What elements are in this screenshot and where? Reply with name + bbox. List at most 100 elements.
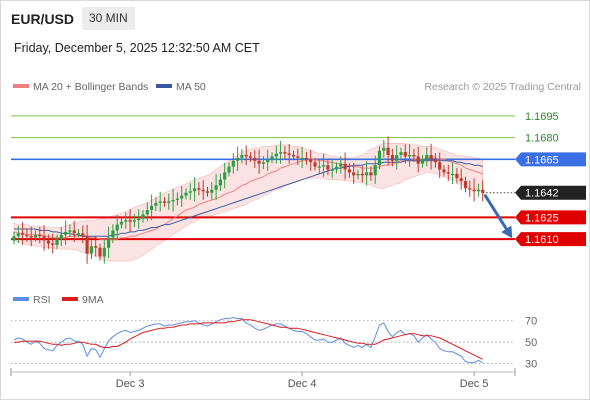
- candle-body: [322, 165, 326, 167]
- candle-body: [85, 236, 89, 254]
- candle: [399, 147, 403, 159]
- candle: [201, 180, 205, 200]
- candle: [253, 150, 257, 168]
- x-tick-label: Dec 4: [288, 378, 317, 390]
- candle-body: [343, 163, 347, 170]
- candle-body: [119, 221, 124, 225]
- candle: [347, 163, 351, 178]
- symbol-title: EUR/USD: [11, 11, 75, 27]
- candle-body: [326, 165, 330, 170]
- candle: [274, 145, 278, 164]
- candle-body: [412, 155, 416, 157]
- level-tag-1-1642: [515, 185, 586, 200]
- candle-body: [205, 191, 210, 193]
- candle-body: [403, 152, 407, 157]
- candle-body: [330, 169, 334, 171]
- candle: [356, 169, 360, 180]
- candle: [455, 167, 459, 184]
- candle: [42, 224, 46, 251]
- ma20-legend-swatch: [13, 84, 29, 88]
- candle: [451, 162, 455, 185]
- candle-body: [382, 147, 386, 151]
- candle-body: [107, 237, 111, 248]
- candle: [266, 149, 270, 171]
- candle-body: [300, 157, 304, 160]
- candle: [326, 159, 330, 175]
- candle-body: [248, 156, 253, 158]
- candle: [94, 236, 98, 257]
- candle-body: [175, 198, 179, 200]
- candle-body: [459, 178, 463, 182]
- candle-body: [317, 166, 321, 168]
- candle: [184, 188, 188, 200]
- candle: [128, 208, 132, 232]
- candle-body: [257, 160, 261, 164]
- candle-body: [223, 172, 227, 180]
- candle-body: [124, 220, 128, 222]
- candle-body: [59, 234, 63, 240]
- rsi-ma-legend-label: 9MA: [82, 294, 104, 306]
- level-tag-1-1610: [515, 232, 586, 247]
- candle-body: [261, 162, 265, 164]
- candle: [51, 233, 55, 254]
- candle-body: [141, 214, 145, 219]
- candle: [408, 143, 412, 167]
- candle: [197, 182, 201, 196]
- candle: [429, 143, 433, 170]
- candle-body: [76, 233, 81, 235]
- candle: [304, 151, 308, 165]
- rsi-panel: 70 50 30: [11, 316, 537, 371]
- research-credit: Research © 2025 Trading Central: [424, 81, 581, 93]
- candle-body: [111, 230, 115, 238]
- candle: [377, 146, 382, 170]
- candle-body: [244, 155, 248, 157]
- candle-body: [64, 231, 68, 235]
- candle: [193, 177, 197, 202]
- candle-body: [227, 166, 231, 173]
- candle: [154, 196, 158, 212]
- candle-body: [115, 224, 119, 231]
- candle-body: [21, 233, 25, 235]
- candle: [25, 228, 29, 242]
- candle: [446, 164, 450, 181]
- candle: [38, 226, 42, 244]
- candle: [188, 183, 192, 200]
- candle-body: [347, 169, 351, 173]
- candle: [150, 194, 154, 221]
- candle-body: [145, 210, 149, 215]
- candle-body: [240, 155, 244, 158]
- rsi-legend: RSI 9MA: [13, 294, 104, 306]
- candle-body: [291, 155, 296, 157]
- candle: [468, 180, 472, 197]
- candle-body: [283, 152, 287, 154]
- candle-body: [296, 156, 300, 158]
- candle: [270, 152, 274, 164]
- rsi-ma-legend-swatch: [62, 297, 78, 301]
- forecast-arrow: [483, 193, 513, 239]
- candle: [287, 143, 291, 164]
- candle-body: [270, 156, 274, 160]
- candle-body: [201, 189, 205, 192]
- candle-body: [365, 172, 369, 176]
- candle: [296, 148, 300, 165]
- candle: [412, 148, 416, 162]
- candle: [291, 150, 296, 161]
- candle-body: [416, 156, 420, 164]
- candle-body: [81, 233, 85, 237]
- candle: [46, 234, 50, 249]
- level-label-1-1625: 1.1625: [525, 212, 559, 224]
- candle: [33, 230, 38, 242]
- candle: [343, 152, 347, 180]
- candle: [352, 162, 356, 184]
- candle: [167, 193, 171, 210]
- candle-body: [274, 153, 278, 157]
- candle-body: [377, 150, 382, 166]
- candle: [279, 140, 283, 164]
- candle: [227, 162, 231, 177]
- candle: [236, 146, 240, 171]
- rsi-legend-label: RSI: [33, 294, 51, 306]
- rsi-tick-label-50: 50: [525, 337, 537, 349]
- timeframe-button[interactable]: 30 MIN: [82, 7, 135, 30]
- candle-body: [137, 218, 141, 221]
- candle-body: [98, 247, 102, 257]
